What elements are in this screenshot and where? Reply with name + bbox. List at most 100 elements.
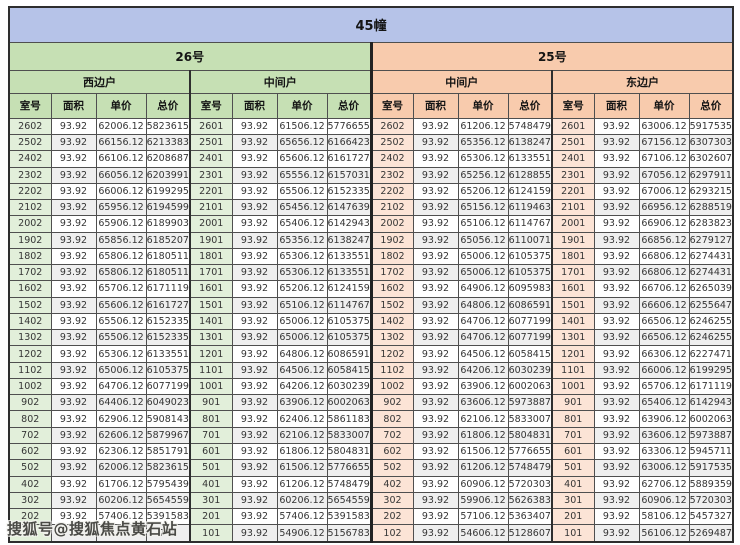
cell-area (50, 524, 97, 543)
cell-price: 65656.12 (276, 133, 328, 152)
cell-total: 5804831 (507, 426, 553, 445)
watermark: 搜狐号@搜狐焦点黄石站 (7, 520, 178, 538)
cell-room: 802 (8, 410, 52, 428)
cell-total: 6105375 (326, 329, 372, 347)
cell-room: 2601 (189, 117, 233, 135)
cell-room: 1902 (369, 231, 414, 249)
cell-room: 2101 (189, 199, 233, 217)
cell-area: 93.92 (412, 459, 459, 477)
cell-area: 93.92 (50, 508, 97, 526)
cell-area: 93.92 (593, 199, 640, 217)
cell-price: 67156.12 (638, 133, 690, 152)
cell-area: 93.92 (412, 377, 459, 396)
cell-area: 93.92 (412, 264, 459, 282)
cell-room: 1701 (189, 264, 233, 282)
cell-total: 6194599 (145, 199, 191, 217)
cell-total: 5457327 (688, 508, 734, 526)
cell-price: 63606.12 (638, 426, 690, 445)
cell-total: 743 (145, 524, 191, 543)
cell-area: 93.92 (50, 133, 97, 152)
cell-area: 93.92 (50, 182, 97, 201)
cell-room: 1801 (189, 247, 233, 266)
cell-total: 5748479 (507, 117, 553, 135)
cell-area: 93.92 (412, 312, 459, 331)
cell-area: 93.92 (593, 215, 640, 233)
cell-price: 61506.12 (276, 117, 328, 135)
cell-price: 65306.12 (276, 247, 328, 266)
cell-room: 502 (8, 459, 52, 477)
cell-price: 66156.12 (95, 133, 147, 152)
cell-area: 93.92 (50, 475, 97, 493)
cell-price: 65406.12 (276, 215, 328, 233)
cell-total: 5391583 (326, 508, 372, 526)
cell-area: 93.92 (593, 508, 640, 526)
cell-price: 66056.12 (95, 166, 147, 184)
cell-price: 66306.12 (638, 345, 690, 363)
cell-price: 65306.12 (95, 345, 147, 363)
cell-area: 93.92 (50, 426, 97, 445)
column-header-area: 面积 (593, 93, 640, 119)
cell-area: 93.92 (593, 166, 640, 184)
cell-price: 62606.12 (95, 426, 147, 445)
cell-room: 302 (8, 491, 52, 510)
cell-price: 65506.12 (276, 182, 328, 201)
cell-area: 93.92 (412, 491, 459, 510)
cell-price: 64506.12 (276, 361, 328, 379)
cell-area: 93.92 (231, 117, 278, 135)
cell-total: 5156783 (326, 524, 372, 543)
cell-room: 801 (189, 410, 233, 428)
cell-total: 5917535 (688, 459, 734, 477)
cell-total: 6293215 (688, 182, 734, 201)
cell-room: 1402 (8, 312, 52, 331)
cell-price: 64506.12 (457, 345, 509, 363)
table-row: 1202 93.92 65306.12 6133551 1201 93.92 64806.1… (8, 345, 734, 363)
cell-total: 6077199 (507, 329, 553, 347)
cell-total: 6166423 (326, 133, 372, 152)
unit-26-middle: 中间户 (189, 70, 372, 95)
cell-room: 1802 (8, 247, 52, 266)
cell-price: 66806.12 (638, 247, 690, 266)
cell-price: 65556.12 (276, 166, 328, 184)
column-header-room: 室号 (8, 93, 52, 119)
cell-area: 93.92 (412, 247, 459, 266)
cell-room: 501 (189, 459, 233, 477)
cell-room: 2601 (551, 117, 595, 135)
cell-total: 6002063 (507, 377, 553, 396)
column-header-price: 单价 (457, 93, 509, 119)
cell-price: 60906.12 (457, 475, 509, 493)
cell-area: 93.92 (231, 508, 278, 526)
cell-area: 93.92 (50, 150, 97, 168)
cell-room: 2002 (369, 215, 414, 233)
cell-price: 64806.12 (457, 296, 509, 314)
cell-price: 64206.12 (457, 361, 509, 379)
cell-area: 93.92 (412, 182, 459, 201)
cell-area: 93.92 (593, 410, 640, 428)
cell-area: 93.92 (50, 459, 97, 477)
cell-total: 6307303 (688, 133, 734, 152)
cell-total: 6279127 (688, 231, 734, 249)
cell-total: 6124159 (507, 182, 553, 201)
column-header-price: 单价 (95, 93, 147, 119)
cell-total: 6049023 (145, 394, 191, 412)
cell-area: 93.92 (412, 361, 459, 379)
cell-area: 93.92 (50, 280, 97, 298)
cell-room: 2301 (551, 166, 595, 184)
cell-room (8, 524, 52, 543)
table-row: 202 93.92 57406.12 5391583 201 93.92 57406.12 5… (8, 508, 734, 526)
cell-area: 93.92 (231, 296, 278, 314)
cell-total: 5973887 (507, 394, 553, 412)
cell-total: 6180511 (145, 247, 191, 266)
cell-area: 93.92 (231, 426, 278, 445)
section-25-header: 25号 (369, 41, 734, 72)
cell-room: 602 (8, 443, 52, 461)
cell-room: 902 (369, 394, 414, 412)
unit-type-row: 西边户 中间户 中间户 东边户 (8, 70, 734, 95)
cell-area: 93.92 (231, 215, 278, 233)
cell-area: 93.92 (231, 166, 278, 184)
cell-area: 93.92 (412, 410, 459, 428)
cell-area: 93.92 (593, 280, 640, 298)
cell-price: 65006.12 (95, 361, 147, 379)
cell-room: 1902 (8, 231, 52, 249)
cell-area: 93.92 (50, 166, 97, 184)
